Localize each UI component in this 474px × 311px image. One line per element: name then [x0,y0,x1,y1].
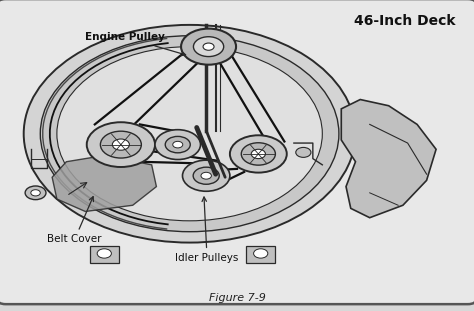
Circle shape [31,190,40,196]
Circle shape [203,43,214,50]
Circle shape [201,172,211,179]
Circle shape [230,135,287,173]
Circle shape [296,147,311,157]
Circle shape [254,249,268,258]
Circle shape [97,249,111,258]
Circle shape [155,130,201,160]
Circle shape [251,149,265,159]
Ellipse shape [57,47,322,221]
Text: 46-Inch Deck: 46-Inch Deck [354,14,455,28]
Ellipse shape [40,36,339,232]
Circle shape [181,29,236,65]
Circle shape [25,186,46,200]
FancyBboxPatch shape [0,0,474,304]
Circle shape [193,167,219,184]
Ellipse shape [24,25,355,243]
FancyBboxPatch shape [246,246,275,263]
Text: Idler Pulleys: Idler Pulleys [175,197,239,263]
Text: Figure 7-9: Figure 7-9 [209,293,265,303]
Polygon shape [52,156,156,211]
Circle shape [173,141,183,148]
Circle shape [87,122,155,167]
Circle shape [182,160,230,191]
Text: Belt Cover: Belt Cover [47,197,102,244]
Polygon shape [341,100,436,218]
FancyBboxPatch shape [90,246,118,263]
Circle shape [165,137,190,153]
Circle shape [241,143,275,165]
Text: Engine Pulley: Engine Pulley [85,32,186,56]
Circle shape [112,139,129,150]
Circle shape [193,37,224,57]
Circle shape [100,131,141,158]
